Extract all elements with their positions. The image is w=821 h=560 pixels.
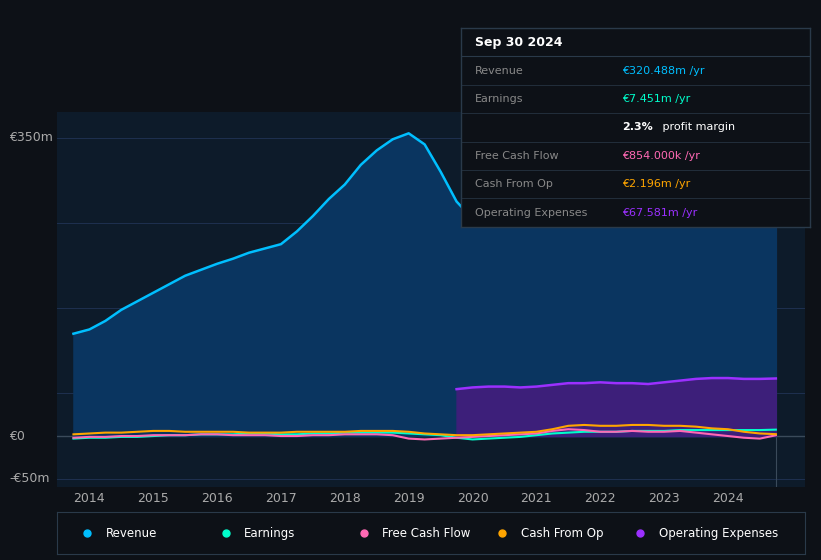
Text: €320.488m /yr: €320.488m /yr — [622, 66, 704, 76]
Text: 2.3%: 2.3% — [622, 123, 653, 132]
Text: Earnings: Earnings — [245, 527, 296, 540]
Text: €7.451m /yr: €7.451m /yr — [622, 94, 690, 104]
Text: Earnings: Earnings — [475, 94, 524, 104]
Text: Sep 30 2024: Sep 30 2024 — [475, 36, 563, 49]
Text: Cash From Op: Cash From Op — [521, 527, 603, 540]
Text: €2.196m /yr: €2.196m /yr — [622, 179, 690, 189]
Text: Operating Expenses: Operating Expenses — [475, 208, 588, 218]
Text: Cash From Op: Cash From Op — [475, 179, 553, 189]
Text: Free Cash Flow: Free Cash Flow — [383, 527, 470, 540]
Text: Revenue: Revenue — [475, 66, 524, 76]
Text: Free Cash Flow: Free Cash Flow — [475, 151, 559, 161]
Text: €854.000k /yr: €854.000k /yr — [622, 151, 699, 161]
Text: -€50m: -€50m — [9, 472, 49, 485]
Text: €67.581m /yr: €67.581m /yr — [622, 208, 697, 218]
Text: €0: €0 — [9, 430, 25, 442]
Text: €350m: €350m — [9, 131, 53, 144]
Text: profit margin: profit margin — [658, 123, 735, 132]
Text: Revenue: Revenue — [106, 527, 158, 540]
Text: Operating Expenses: Operating Expenses — [659, 527, 778, 540]
